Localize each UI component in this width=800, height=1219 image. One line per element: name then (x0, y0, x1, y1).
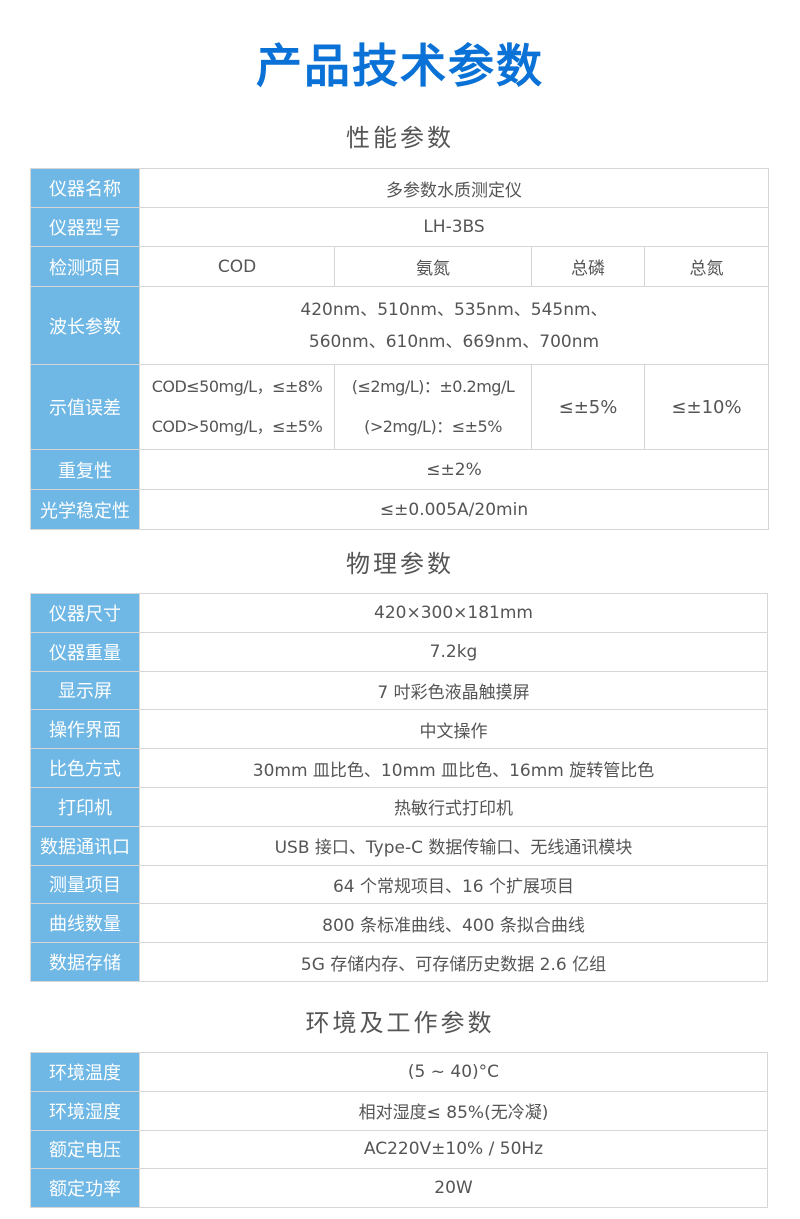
page-title: 产品技术参数 (256, 39, 544, 93)
row-value: 64 个常规项目、16 个扩展项目 (139, 864, 768, 905)
row-label: 仪器型号 (30, 207, 140, 247)
table-row: 数据通讯口 USB 接口、Type-C 数据传输口、无线通讯模块 (30, 825, 768, 866)
row-value: 800 条标准曲线、400 条拟合曲线 (139, 903, 768, 944)
row-value: 420nm、510nm、535nm、545nm、 560nm、610nm、669n… (139, 286, 769, 365)
wavelength-line: 560nm、610nm、669nm、700nm (308, 331, 600, 352)
row-value: ≤±0.005A/20min (139, 489, 769, 530)
section-title-performance: 性能参数 (346, 124, 454, 152)
table-row: 波长参数 420nm、510nm、535nm、545nm、 560nm、610nm… (30, 286, 769, 365)
row-label: 重复性 (30, 449, 140, 490)
row-value: 5G 存储内存、可存储历史数据 2.6 亿组 (139, 942, 768, 982)
accuracy-tn: ≤±10% (644, 364, 769, 450)
section-title-environment: 环境及工作参数 (305, 1009, 495, 1037)
table-row: 数据存储 5G 存储内存、可存储历史数据 2.6 亿组 (30, 942, 768, 982)
row-value: 420×300×181mm (139, 593, 768, 633)
table-row: 显示屏 7 吋彩色液晶触摸屏 (30, 670, 768, 711)
row-value: LH-3BS (139, 207, 769, 247)
accuracy-text: COD>50mg/L，≤±5% (151, 417, 323, 436)
row-value: USB 接口、Type-C 数据传输口、无线通讯模块 (139, 825, 768, 866)
table-row: 检测项目 COD 氨氮 总磷 总氮 (30, 246, 769, 287)
performance-table: 仪器名称 多参数水质测定仪 仪器型号 LH-3BS 检测项目 COD 氨氮 总磷 总… (30, 168, 769, 530)
table-row: 仪器型号 LH-3BS (30, 207, 769, 247)
row-label: 曲线数量 (30, 903, 140, 944)
row-label: 环境湿度 (30, 1090, 140, 1131)
row-value: ≤±2% (139, 449, 769, 490)
section-title-physical: 物理参数 (346, 550, 454, 578)
table-row: 环境温度 (5 ~ 40)°C (30, 1052, 768, 1092)
row-value: 多参数水质测定仪 (139, 168, 769, 208)
row-value: 相对湿度≤ 85%(无冷凝) (139, 1090, 768, 1131)
row-label: 操作界面 (30, 709, 140, 750)
row-label: 额定功率 (30, 1168, 140, 1209)
accuracy-tp: ≤±5% (531, 364, 645, 450)
row-label: 仪器名称 (30, 168, 140, 208)
table-row: 额定电压 AC220V±10% / 50Hz (30, 1129, 768, 1170)
item-tp: 总磷 (531, 246, 645, 287)
row-value: (5 ~ 40)°C (139, 1052, 768, 1092)
table-row: 测量项目 64 个常规项目、16 个扩展项目 (30, 864, 768, 905)
row-label: 检测项目 (30, 246, 140, 287)
row-label: 波长参数 (30, 286, 140, 365)
table-row: 环境湿度 相对湿度≤ 85%(无冷凝) (30, 1090, 768, 1131)
row-label: 比色方式 (30, 748, 140, 788)
item-ammonia: 氨氮 (334, 246, 532, 287)
row-value: 中文操作 (139, 709, 768, 750)
row-label: 显示屏 (30, 670, 140, 711)
item-cod: COD (139, 246, 335, 287)
table-row: 打印机 热敏行式打印机 (30, 786, 768, 827)
accuracy-ammonia: (≤2mg/L)：±0.2mg/L (>2mg/L)：≤±5% (334, 364, 532, 450)
physical-table: 仪器尺寸 420×300×181mm 仪器重量 7.2kg 显示屏 7 吋彩色液晶触摸屏操… (30, 593, 768, 982)
table-row: 重复性 ≤±2% (30, 449, 769, 490)
table-row: 比色方式 30mm 皿比色、10mm 皿比色、16mm 旋转管比色 (30, 748, 768, 788)
row-value: 7.2kg (139, 631, 768, 672)
row-label: 光学稳定性 (30, 489, 140, 530)
accuracy-text: (≤2mg/L)：±0.2mg/L (351, 377, 515, 396)
table-row: 示值误差 COD≤50mg/L，≤±8% COD>50mg/L，≤±5% (≤2m… (30, 364, 769, 450)
table-row: 仪器尺寸 420×300×181mm (30, 593, 768, 633)
row-label: 测量项目 (30, 864, 140, 905)
table-row: 额定功率 20W (30, 1168, 768, 1209)
row-value: 7 吋彩色液晶触摸屏 (139, 670, 768, 711)
table-row: 仪器重量 7.2kg (30, 631, 768, 672)
accuracy-cod: COD≤50mg/L，≤±8% COD>50mg/L，≤±5% (139, 364, 335, 450)
row-value: 热敏行式打印机 (139, 786, 768, 827)
row-label: 环境温度 (30, 1052, 140, 1092)
row-label: 示值误差 (30, 364, 140, 450)
row-value: AC220V±10% / 50Hz (139, 1129, 768, 1170)
environment-table: 环境温度 (5 ~ 40)°C 环境湿度 相对湿度≤ 85%(无冷凝) 额定电压 AC22… (30, 1052, 768, 1209)
table-row: 曲线数量 800 条标准曲线、400 条拟合曲线 (30, 903, 768, 944)
row-value: 30mm 皿比色、10mm 皿比色、16mm 旋转管比色 (139, 748, 768, 788)
item-tn: 总氮 (644, 246, 769, 287)
row-value: 20W (139, 1168, 768, 1209)
row-label: 数据通讯口 (30, 825, 140, 866)
wavelength-line: 420nm、510nm、535nm、545nm、 (300, 299, 608, 320)
row-label: 打印机 (30, 786, 140, 827)
table-row: 光学稳定性 ≤±0.005A/20min (30, 489, 769, 530)
table-row: 操作界面 中文操作 (30, 709, 768, 750)
row-label: 数据存储 (30, 942, 140, 982)
accuracy-text: (>2mg/L)：≤±5% (364, 417, 502, 436)
row-label: 仪器尺寸 (30, 593, 140, 633)
accuracy-text: COD≤50mg/L，≤±8% (151, 377, 323, 396)
row-label: 额定电压 (30, 1129, 140, 1170)
row-label: 仪器重量 (30, 631, 140, 672)
table-row: 仪器名称 多参数水质测定仪 (30, 168, 769, 208)
